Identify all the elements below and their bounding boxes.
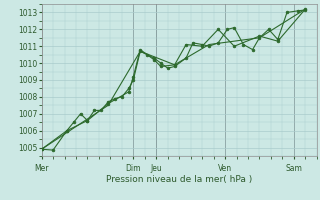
X-axis label: Pression niveau de la mer( hPa ): Pression niveau de la mer( hPa ): [106, 175, 252, 184]
